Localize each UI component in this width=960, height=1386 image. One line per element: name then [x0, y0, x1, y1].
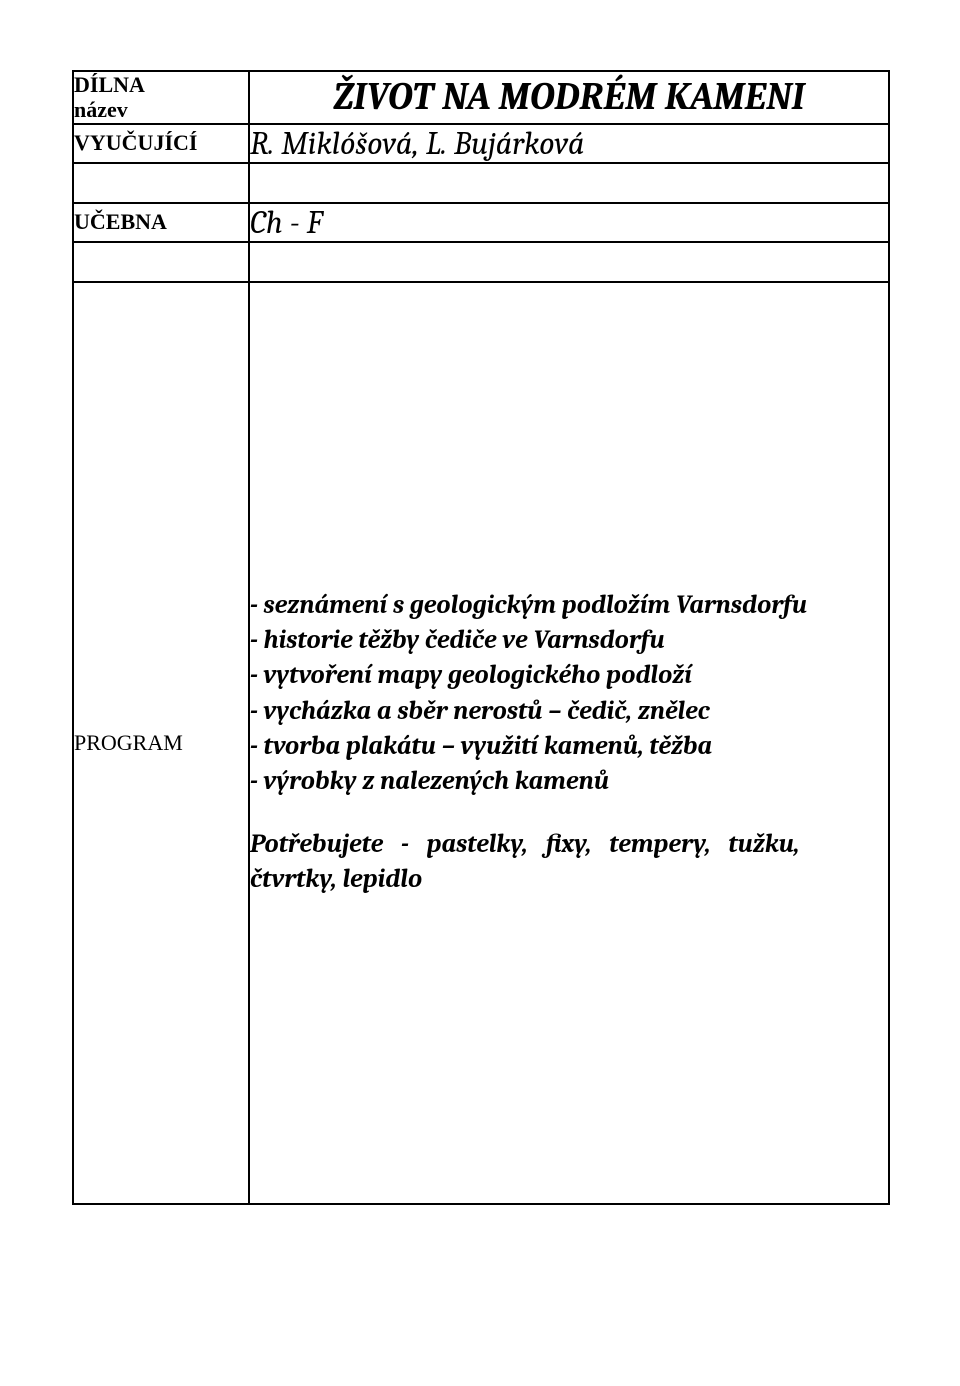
- workshop-title: ŽIVOT NA MODRÉM KAMENI: [249, 71, 889, 124]
- program-item: - vytvoření mapy geologického podloží: [250, 658, 888, 693]
- spacer-row-2: [73, 242, 889, 282]
- label-vyucujici: VYUČUJÍCÍ: [73, 124, 249, 163]
- row-instructor: VYUČUJÍCÍ R. Miklóšová, L. Bujárková: [73, 124, 889, 163]
- program-item: - tvorba plakátu – využití kamenů, těžba: [250, 729, 888, 764]
- program-item: - výrobky z nalezených kamenů: [250, 764, 888, 799]
- program-item: - historie těžby čediče ve Varnsdorfu: [250, 623, 888, 658]
- row-program: PROGRAM - seznámení s geologickým podlož…: [73, 282, 889, 1204]
- label-dilna-nazev: DÍLNA název: [73, 71, 249, 124]
- classroom: Ch - F: [249, 203, 889, 242]
- program-item: - seznámení s geologickým podložím Varns…: [250, 588, 888, 623]
- needs-line-2: čtvrtky, lepidlo: [250, 862, 888, 897]
- program-item: - vycházka a sběr nerostů – čedič, zněle…: [250, 694, 888, 729]
- document-page: DÍLNA název ŽIVOT NA MODRÉM KAMENI VYUČU…: [72, 70, 888, 1205]
- spacer-row-1: [73, 163, 889, 203]
- blank-line: [250, 799, 888, 827]
- program-content: - seznámení s geologickým podložím Varns…: [249, 282, 889, 1204]
- label-ucebna: UČEBNA: [73, 203, 249, 242]
- label-program: PROGRAM: [73, 282, 249, 1204]
- row-classroom: UČEBNA Ch - F: [73, 203, 889, 242]
- label-dilna: DÍLNA: [74, 72, 145, 97]
- instructor-name: R. Miklóšová, L. Bujárková: [249, 124, 889, 163]
- needs-text: Potřebujete - pastelky, fixy, tempery, t…: [250, 827, 888, 897]
- layout-table: DÍLNA název ŽIVOT NA MODRÉM KAMENI VYUČU…: [72, 70, 890, 1205]
- needs-line-1: Potřebujete - pastelky, fixy, tempery, t…: [250, 827, 888, 862]
- label-nazev: název: [74, 97, 128, 122]
- row-title: DÍLNA název ŽIVOT NA MODRÉM KAMENI: [73, 71, 889, 124]
